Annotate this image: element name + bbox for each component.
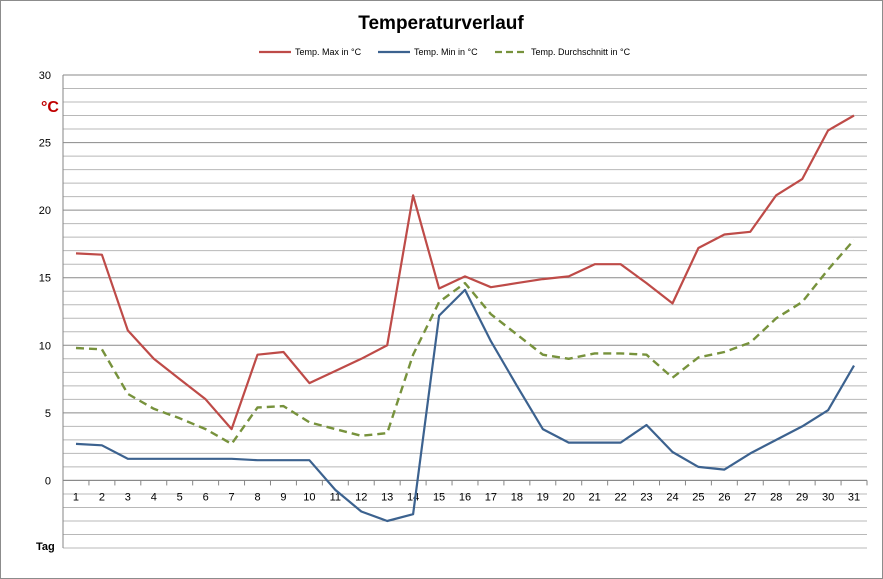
x-tick-label: 20 xyxy=(563,491,575,503)
x-tick-label: 14 xyxy=(407,491,419,503)
x-tick-label: 23 xyxy=(640,491,652,503)
y-tick-label: 0 xyxy=(45,475,51,487)
chart-title: Temperaturverlauf xyxy=(358,13,524,34)
y-tick-label: 15 xyxy=(39,273,51,285)
x-tick-label: 22 xyxy=(614,491,626,503)
x-tick-label: 27 xyxy=(744,491,756,503)
x-tick-label: 29 xyxy=(796,491,808,503)
legend-entry-label: Temp. Durchschnitt in °C xyxy=(531,47,631,57)
y-tick-label: 25 xyxy=(39,138,51,150)
y-tick-label: 20 xyxy=(39,205,51,217)
x-tick-label: 25 xyxy=(692,491,704,503)
y-axis-unit-label: °C xyxy=(41,99,59,116)
x-tick-label: 2 xyxy=(99,491,105,503)
x-tick-label: 6 xyxy=(203,491,209,503)
x-tick-label: 24 xyxy=(666,491,678,503)
x-tick-label: 13 xyxy=(381,491,393,503)
x-tick-label: 7 xyxy=(229,491,235,503)
x-tick-label: 17 xyxy=(485,491,497,503)
series-line-3 xyxy=(75,239,855,446)
y-tick-labels: 0 5 10 15 20 25 30 xyxy=(39,70,51,487)
legend-entry-label: Temp. Max in °C xyxy=(295,47,362,57)
x-tick-label: 18 xyxy=(511,491,523,503)
x-tick-label: 10 xyxy=(303,491,315,503)
x-tick-label: 26 xyxy=(718,491,730,503)
x-tick-label: 5 xyxy=(177,491,183,503)
y-tick-label: 10 xyxy=(39,340,51,352)
x-axis-label: Tag xyxy=(36,541,55,553)
x-tick-label: 8 xyxy=(254,491,260,503)
x-tick-label: 4 xyxy=(151,491,157,503)
series-line-2 xyxy=(75,288,855,523)
x-tick-label: 15 xyxy=(433,491,445,503)
y-tick-label: 5 xyxy=(45,408,51,420)
gridlines xyxy=(63,74,867,549)
x-tick-label: 28 xyxy=(770,491,782,503)
chart-legend: Temp. Max in °C Temp. Min in °C Temp. Durc… xyxy=(259,47,631,57)
x-tick-label: 3 xyxy=(125,491,131,503)
x-tick-label: 19 xyxy=(537,491,549,503)
x-tick-labels: 1 2 3 4 5 6 7 8 9 10 11 12 13 14 15 16 17 18 19 20 21 22 23 24 2… xyxy=(73,491,860,503)
x-tick-label: 1 xyxy=(73,491,79,503)
x-tick-label: 21 xyxy=(589,491,601,503)
x-tick-label: 30 xyxy=(822,491,834,503)
x-tick-label: 12 xyxy=(355,491,367,503)
series-line-1 xyxy=(75,114,855,431)
x-tick-label: 31 xyxy=(848,491,860,503)
x-tick-label: 11 xyxy=(330,491,341,503)
x-tick-label: 16 xyxy=(459,491,471,503)
series-lines xyxy=(75,114,855,523)
y-tick-label: 30 xyxy=(39,70,51,82)
legend-entry-label: Temp. Min in °C xyxy=(414,47,478,57)
axes xyxy=(62,75,868,548)
x-tick-label: 9 xyxy=(280,491,286,503)
